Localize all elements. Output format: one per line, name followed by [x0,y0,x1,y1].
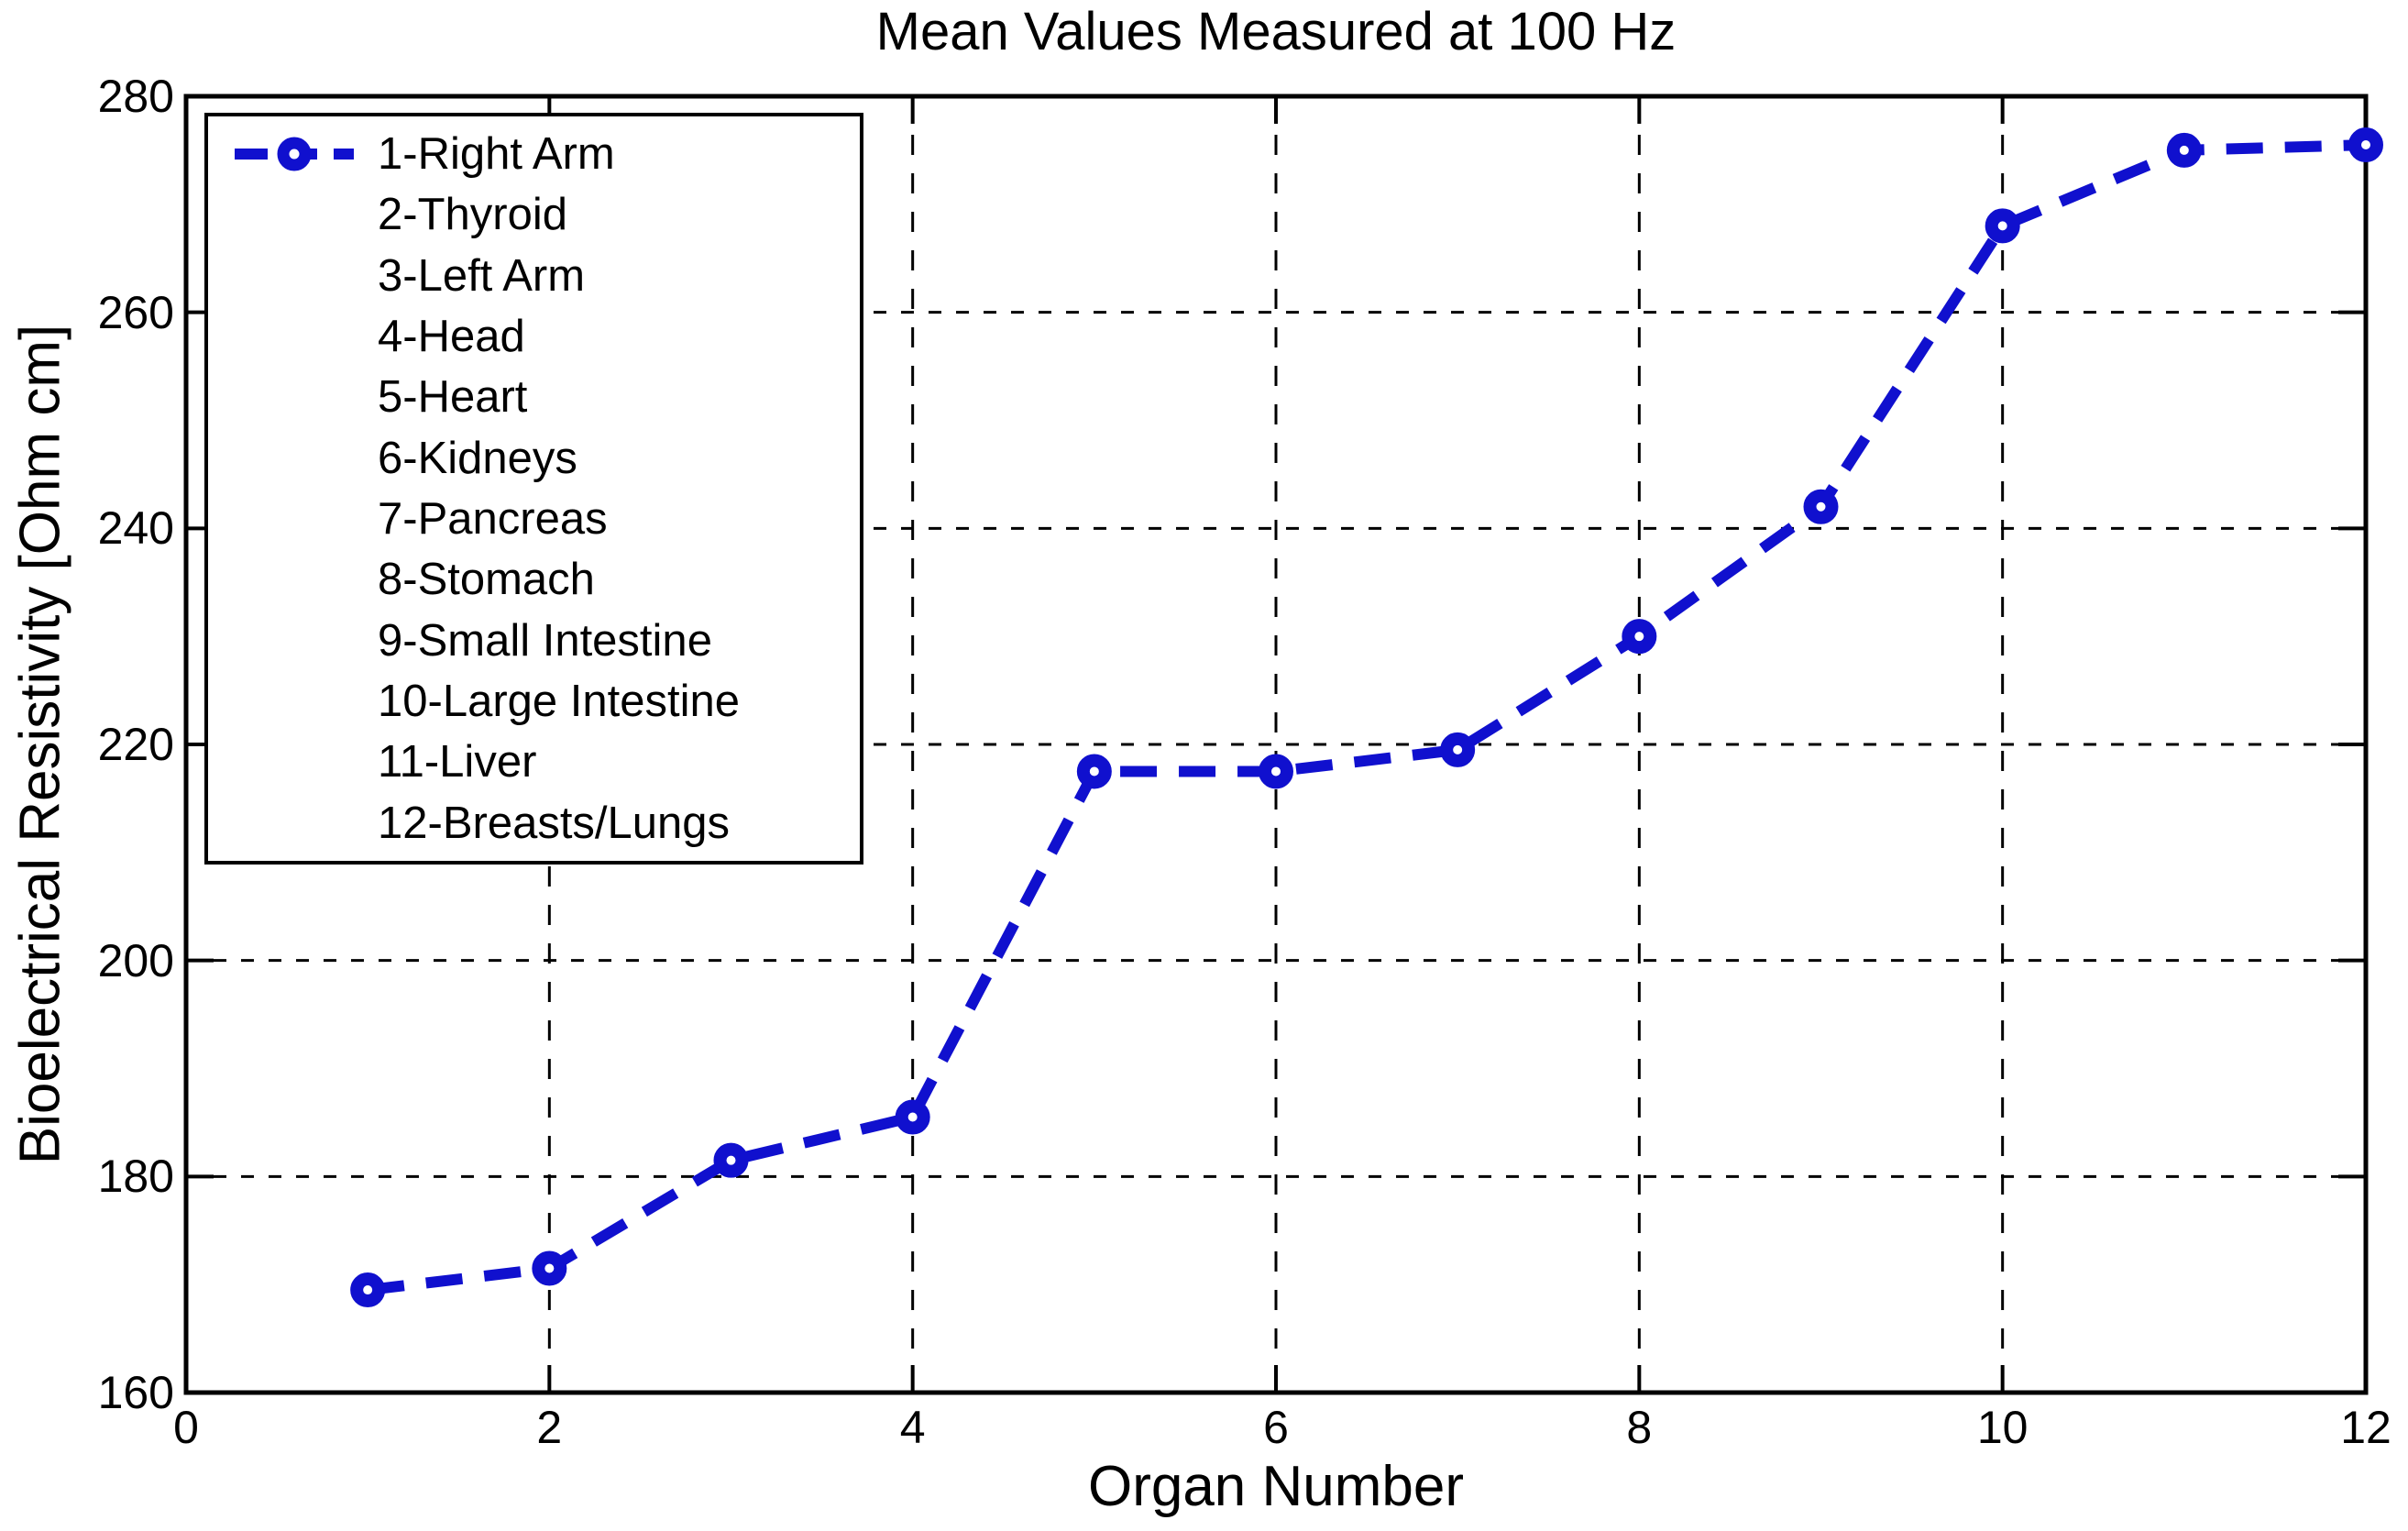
legend-sample-spacer [235,671,354,732]
legend-item-label: 2-Thyroid [378,190,567,240]
legend-item: 5-Heart [235,367,851,427]
legend-sample-spacer [235,489,354,549]
legend-item-label: 11-Liver [378,737,537,788]
legend-item: 7-Pancreas [235,489,851,549]
y-tick-label: 280 [97,71,174,122]
legend-item: 12-Breasts/Lungs [235,793,851,854]
legend-item-label: 4-Head [378,312,525,362]
data-point-marker [532,1250,567,1286]
legend-sample-spacer [235,732,354,792]
legend-sample-spacer [235,793,354,854]
legend-marker-icon [277,137,312,171]
legend-item: 6-Kidneys [235,428,851,489]
legend-item-label: 6-Kidneys [378,433,577,483]
x-tick-label: 4 [899,1402,926,1453]
legend: 1-Right Arm 2-Thyroid 3-Left Arm 4-Head 5-He… [204,113,863,865]
legend-item-label: 1-Right Arm [378,129,615,180]
y-tick-label: 220 [97,719,174,770]
chart-title: Mean Values Measured at 100 Hz [875,2,1677,61]
legend-item-label: 3-Left Arm [378,250,586,301]
legend-item: 4-Head [235,306,851,367]
y-tick-label: 260 [97,286,174,338]
x-tick-label: 10 [1976,1402,2029,1453]
legend-item-label: 9-Small Intestine [378,615,712,666]
x-tick-label: 12 [2340,1402,2392,1453]
y-tick-label: 160 [97,1367,174,1418]
x-axis-label: Organ Number [1087,1455,1465,1518]
legend-item: 11-Liver [235,732,851,792]
legend-sample-spacer [235,306,354,367]
data-point-marker [1076,754,1112,789]
legend-item: 9-Small Intestine [235,611,851,671]
y-tick-label: 240 [97,502,174,555]
data-point-marker [1803,489,1839,524]
legend-sample-spacer [235,428,354,489]
data-point-marker [1259,754,1293,789]
legend-sample-spacer [235,367,354,427]
data-point-marker [713,1142,749,1178]
legend-item: 8-Stomach [235,549,851,610]
legend-item-label: 10-Large Intestine [378,677,740,727]
legend-item-label: 7-Pancreas [378,494,608,545]
legend-item-label: 12-Breasts/Lungs [378,798,731,848]
legend-item: 3-Left Arm [235,246,851,306]
series-line [367,139,2367,1296]
data-point-marker [2348,127,2383,163]
data-point-marker [895,1099,930,1135]
x-tick-label: 0 [173,1402,199,1453]
legend-line-sample [235,137,354,171]
x-tick-label: 2 [536,1402,563,1453]
legend-item: 2-Thyroid [235,184,851,245]
x-tick-label: 6 [1263,1402,1289,1453]
legend-item-label: 8-Stomach [378,555,595,605]
legend-item: 1-Right Arm [235,124,851,184]
data-point-marker [1622,619,1657,655]
plot-border [183,94,2369,1395]
data-point-marker [2166,132,2202,168]
legend-sample-spacer [235,611,354,671]
data-point-marker [350,1272,386,1308]
legend-sample-spacer [235,246,354,306]
legend-item-label: 5-Heart [378,372,528,423]
legend-sample-spacer [235,184,354,245]
legend-sample-spacer [235,549,354,610]
x-tick-label: 8 [1626,1402,1653,1453]
data-point-marker [1440,732,1476,767]
legend-item: 10-Large Intestine [235,671,851,732]
y-tick-label: 200 [97,934,174,986]
y-tick-label: 180 [97,1151,174,1203]
data-point-marker [1985,208,2020,244]
